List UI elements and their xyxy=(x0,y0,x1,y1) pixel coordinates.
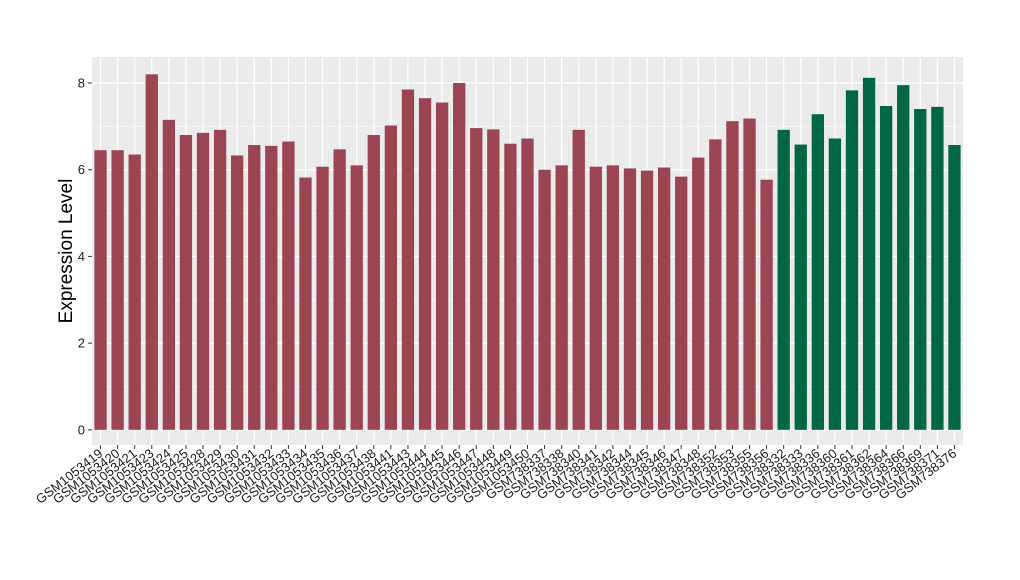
bar xyxy=(418,98,432,430)
y-tick-label: 6 xyxy=(78,162,85,177)
bar xyxy=(111,150,124,430)
bar xyxy=(555,165,568,430)
bar xyxy=(914,109,927,430)
bar xyxy=(675,176,688,430)
bar xyxy=(435,102,449,430)
bar xyxy=(179,135,193,430)
bar xyxy=(333,149,346,430)
bar xyxy=(384,125,398,430)
bar xyxy=(350,165,363,430)
y-tick-label: 8 xyxy=(78,76,85,91)
y-tick-label: 4 xyxy=(78,249,85,264)
bar xyxy=(692,157,705,430)
bar xyxy=(521,138,534,430)
y-tick-label: 0 xyxy=(78,422,85,437)
bar xyxy=(828,138,842,430)
bar xyxy=(487,129,500,430)
bar xyxy=(606,165,620,430)
bar xyxy=(931,106,944,430)
bar xyxy=(470,128,483,430)
bar xyxy=(760,179,773,430)
bar xyxy=(845,90,859,430)
bar xyxy=(231,155,244,430)
bar xyxy=(640,170,654,430)
x-axis-ticks: GSM1053419GSM1053420GSM1053421GSM1053423… xyxy=(33,445,959,507)
bar xyxy=(862,77,876,430)
bar xyxy=(897,85,910,430)
bar xyxy=(94,150,107,430)
bar xyxy=(401,89,415,430)
bar xyxy=(623,168,637,430)
y-tick-label: 2 xyxy=(78,336,85,351)
bar xyxy=(282,141,295,430)
bar xyxy=(743,118,756,430)
bar xyxy=(948,145,961,430)
bar xyxy=(589,166,602,430)
bar xyxy=(879,105,893,430)
bar xyxy=(145,74,158,430)
bar xyxy=(538,169,551,430)
bar xyxy=(265,145,278,430)
bar xyxy=(213,129,227,430)
bar xyxy=(367,135,380,430)
bar xyxy=(299,177,312,430)
bar xyxy=(196,132,210,430)
y-axis-title: Expression Level xyxy=(56,179,77,324)
bar xyxy=(453,83,466,430)
bar xyxy=(657,167,671,430)
bar xyxy=(572,129,585,430)
bar xyxy=(777,129,790,430)
bar xyxy=(316,166,329,430)
y-axis-ticks: 0 2 4 6 8 xyxy=(78,76,92,437)
bar xyxy=(162,119,176,430)
bar xyxy=(504,143,517,430)
bar xyxy=(811,114,824,430)
bar xyxy=(726,121,739,430)
bars xyxy=(94,74,961,430)
bar xyxy=(794,144,807,430)
bar xyxy=(709,139,722,430)
bar xyxy=(248,145,261,430)
bar xyxy=(128,154,141,430)
